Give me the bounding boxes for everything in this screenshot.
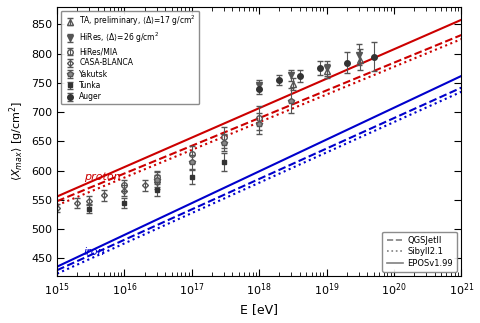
Text: proton: proton (84, 172, 120, 182)
Y-axis label: $\langle X_{max} \rangle$ [g/cm$^2$]: $\langle X_{max} \rangle$ [g/cm$^2$] (7, 101, 25, 182)
Text: iron: iron (84, 247, 105, 257)
Legend: QGSJetII, Sibyll2.1, EPOSv1.99: QGSJetII, Sibyll2.1, EPOSv1.99 (382, 232, 456, 272)
X-axis label: E [eV]: E [eV] (240, 303, 277, 316)
